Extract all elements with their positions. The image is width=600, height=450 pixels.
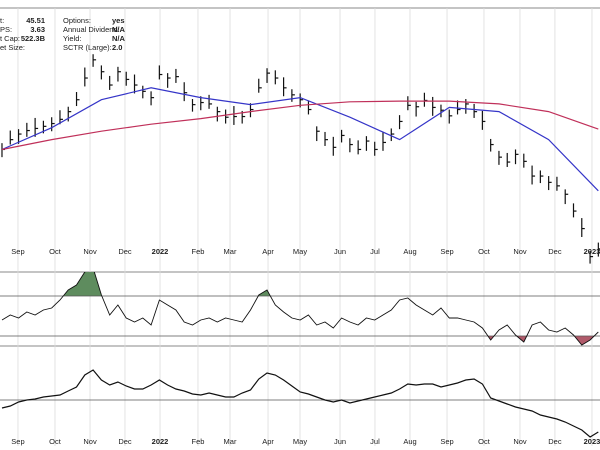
moving-average: [1, 100, 599, 151]
x-tick-label: 2023: [584, 437, 600, 446]
x-tick-label: Sep: [440, 247, 453, 256]
x-tick-label: Oct: [49, 247, 62, 256]
info-value: 2.0: [112, 43, 122, 52]
x-tick-label: Sep: [440, 437, 453, 446]
info-value: N/A: [112, 25, 126, 34]
info-value: N/A: [112, 34, 126, 43]
x-tick-label: Dec: [548, 437, 562, 446]
x-tick-label: Dec: [548, 247, 562, 256]
info-label: t:: [0, 16, 4, 25]
x-tick-label: Dec: [118, 247, 132, 256]
x-tick-label: Oct: [49, 437, 62, 446]
x-tick-label: 2022: [152, 437, 169, 446]
x-tick-label: Aug: [403, 437, 416, 446]
x-tick-label: May: [293, 247, 307, 256]
info-label: Annual Dividend:: [63, 25, 120, 34]
x-tick-label: 2022: [152, 247, 169, 256]
info-label: Options:: [63, 16, 91, 25]
info-label: et Size:: [0, 43, 25, 52]
panel: [1, 8, 600, 272]
x-tick-label: Jul: [370, 247, 380, 256]
x-tick-label: Sep: [11, 437, 24, 446]
x-tick-label: Apr: [262, 247, 274, 256]
x-tick-label: Oct: [478, 437, 491, 446]
x-tick-label: Nov: [513, 437, 527, 446]
x-tick-label: Nov: [513, 247, 527, 256]
x-tick-label: Mar: [224, 437, 237, 446]
info-value: 522.3B: [21, 34, 46, 43]
oscillator-line: [1, 272, 599, 346]
x-tick-label: Sep: [11, 247, 24, 256]
panel: [0, 346, 600, 446]
x-tick-label: May: [293, 437, 307, 446]
x-tick-label: Dec: [118, 437, 132, 446]
info-value: 3.63: [30, 25, 45, 34]
x-tick-label: Feb: [191, 247, 204, 256]
x-tick-label: Feb: [191, 437, 204, 446]
panel: [0, 272, 600, 346]
x-tick-label: 2023: [584, 247, 600, 256]
info-label: PS:: [0, 25, 12, 34]
x-tick-label: Jul: [370, 437, 380, 446]
info-label: Yield:: [63, 34, 81, 43]
info-value: yes: [112, 16, 125, 25]
info-value: 45.51: [26, 16, 45, 25]
x-tick-label: Nov: [83, 437, 97, 446]
x-tick-label: Oct: [478, 247, 491, 256]
x-tick-label: Jun: [334, 437, 346, 446]
x-tick-label: Mar: [224, 247, 237, 256]
moving-average: [1, 87, 599, 192]
relative-strength-line: [1, 369, 599, 438]
x-tick-label: Jun: [334, 247, 346, 256]
info-label: SCTR (Large):: [63, 43, 112, 52]
x-tick-label: Nov: [83, 247, 97, 256]
x-tick-label: Apr: [262, 437, 274, 446]
info-label: t Cap:: [0, 34, 20, 43]
x-tick-label: Aug: [403, 247, 416, 256]
